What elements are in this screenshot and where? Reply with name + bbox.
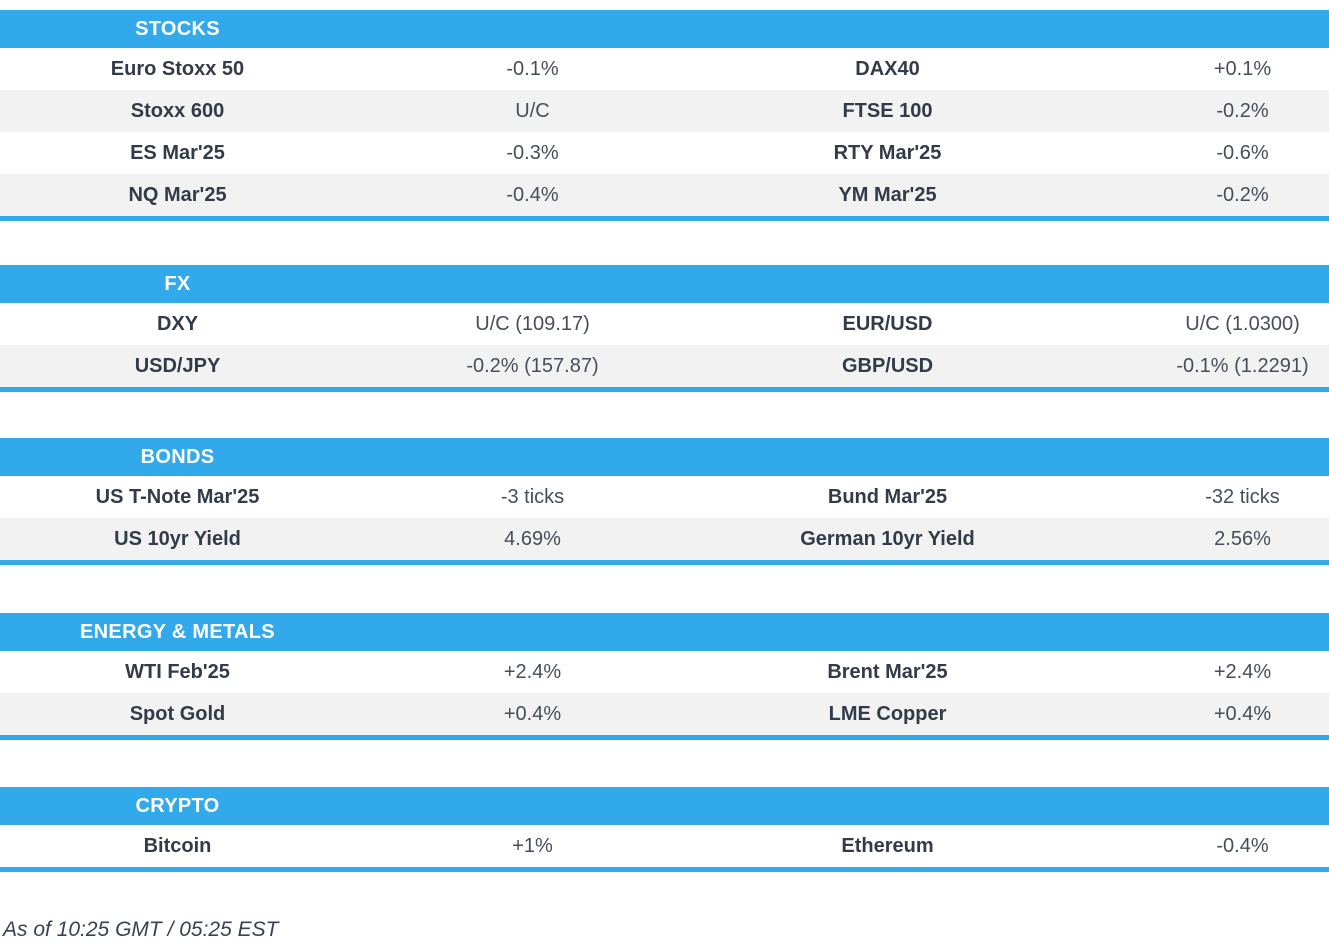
instrument-name: FTSE 100 (842, 100, 933, 122)
section-title: ENERGY & METALS (80, 620, 275, 643)
instrument-name: YM Mar'25 (838, 184, 937, 206)
section-divider (0, 735, 1329, 740)
instrument-value: +0.1% (1213, 58, 1272, 80)
instrument-value: U/C (109.17) (475, 313, 590, 335)
instrument-value: -0.6% (1216, 142, 1269, 164)
section-bonds: BONDS US T-Note Mar'25 -3 ticks Bund Mar… (0, 438, 1329, 565)
instrument-name: Spot Gold (129, 703, 226, 725)
instrument-name: LME Copper (828, 703, 947, 725)
section-header: BONDS (0, 438, 1329, 476)
table-row: Spot Gold +0.4% LME Copper +0.4% (0, 693, 1329, 735)
table-row: NQ Mar'25 -0.4% YM Mar'25 -0.2% (0, 174, 1329, 216)
table-row: Euro Stoxx 50 -0.1% DAX40 +0.1% (0, 48, 1329, 90)
table-row: ES Mar'25 -0.3% RTY Mar'25 -0.6% (0, 132, 1329, 174)
section-header: ENERGY & METALS (0, 613, 1329, 651)
instrument-value: -0.1% (506, 58, 559, 80)
section-fx: FX DXY U/C (109.17) EUR/USD U/C (1.0300)… (0, 265, 1329, 392)
instrument-name: Stoxx 600 (130, 100, 225, 122)
instrument-value: -32 ticks (1205, 486, 1280, 508)
section-header: CRYPTO (0, 787, 1329, 825)
instrument-value: -0.4% (1216, 835, 1269, 857)
market-tables: STOCKS Euro Stoxx 50 -0.1% DAX40 +0.1% S… (0, 10, 1329, 942)
table-row: USD/JPY -0.2% (157.87) GBP/USD -0.1% (1.… (0, 345, 1329, 387)
section-title: CRYPTO (135, 794, 220, 817)
instrument-name: ES Mar'25 (130, 142, 225, 164)
instrument-name: German 10yr Yield (800, 528, 975, 550)
instrument-value: 4.69% (504, 528, 561, 550)
instrument-name: Ethereum (841, 835, 934, 857)
instrument-name: Euro Stoxx 50 (110, 58, 245, 80)
instrument-name: Bund Mar'25 (827, 486, 948, 508)
instrument-value: +2.4% (503, 661, 562, 683)
instrument-name: USD/JPY (134, 355, 221, 377)
section-title: FX (164, 272, 191, 295)
instrument-value: +1% (512, 835, 553, 857)
instrument-name: US 10yr Yield (114, 528, 241, 550)
section-divider (0, 216, 1329, 221)
instrument-name: DXY (156, 313, 199, 335)
instrument-value: -0.2% (1216, 100, 1269, 122)
section-divider (0, 867, 1329, 872)
instrument-value: +2.4% (1213, 661, 1272, 683)
instrument-value: -0.2% (1216, 184, 1269, 206)
section-divider (0, 387, 1329, 392)
instrument-value: -0.3% (506, 142, 559, 164)
instrument-name: US T-Note Mar'25 (95, 486, 260, 508)
section-energy-metals: ENERGY & METALS WTI Feb'25 +2.4% Brent M… (0, 613, 1329, 740)
table-row: Bitcoin +1% Ethereum -0.4% (0, 825, 1329, 867)
instrument-value: -3 ticks (500, 486, 565, 508)
section-divider (0, 560, 1329, 565)
table-row: Stoxx 600 U/C FTSE 100 -0.2% (0, 90, 1329, 132)
instrument-value: 2.56% (1214, 528, 1271, 550)
section-crypto: CRYPTO Bitcoin +1% Ethereum -0.4% (0, 787, 1329, 872)
instrument-value: U/C (515, 100, 550, 122)
table-row: US T-Note Mar'25 -3 ticks Bund Mar'25 -3… (0, 476, 1329, 518)
table-row: US 10yr Yield 4.69% German 10yr Yield 2.… (0, 518, 1329, 560)
instrument-name: WTI Feb'25 (125, 661, 230, 683)
section-title: BONDS (140, 445, 215, 468)
instrument-name: GBP/USD (841, 355, 934, 377)
instrument-name: DAX40 (855, 58, 920, 80)
timestamp-note: As of 10:25 GMT / 05:25 EST (3, 918, 279, 941)
section-title: STOCKS (135, 17, 220, 40)
table-row: WTI Feb'25 +2.4% Brent Mar'25 +2.4% (0, 651, 1329, 693)
section-header: STOCKS (0, 10, 1329, 48)
table-row: DXY U/C (109.17) EUR/USD U/C (1.0300) (0, 303, 1329, 345)
section-stocks: STOCKS Euro Stoxx 50 -0.1% DAX40 +0.1% S… (0, 10, 1329, 221)
instrument-name: Brent Mar'25 (827, 661, 948, 683)
instrument-value: U/C (1.0300) (1185, 313, 1300, 335)
instrument-value: +0.4% (1213, 703, 1272, 725)
instrument-value: -0.4% (506, 184, 559, 206)
instrument-value: -0.2% (157.87) (466, 355, 599, 377)
instrument-name: RTY Mar'25 (833, 142, 942, 164)
section-header: FX (0, 265, 1329, 303)
instrument-value: -0.1% (1.2291) (1176, 355, 1309, 377)
instrument-name: Bitcoin (143, 835, 212, 857)
instrument-name: NQ Mar'25 (128, 184, 227, 206)
instrument-name: EUR/USD (842, 313, 933, 335)
instrument-value: +0.4% (503, 703, 562, 725)
